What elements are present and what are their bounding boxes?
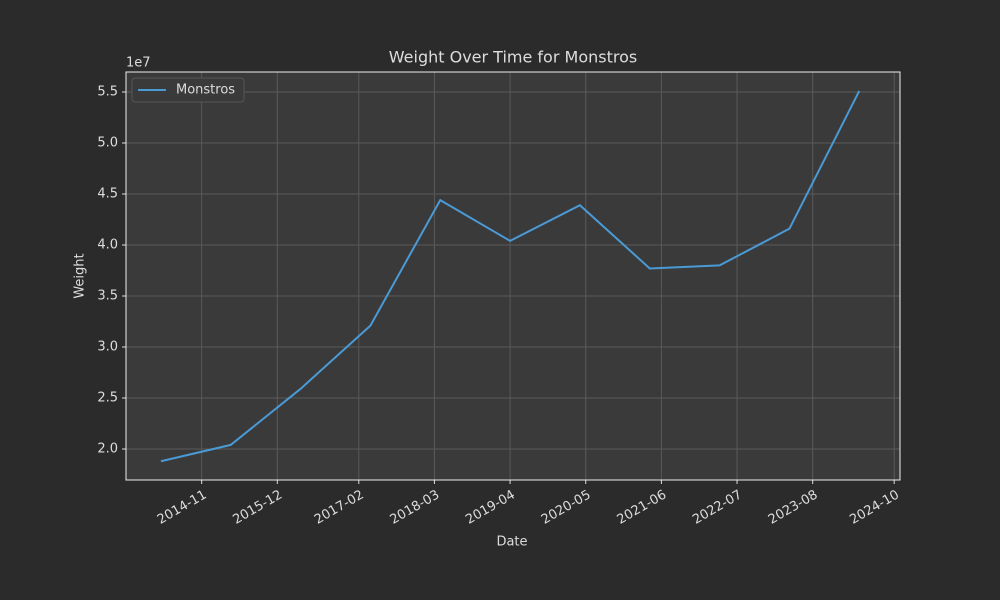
x-axis-label: Date: [496, 535, 527, 550]
y-tick-label: 4.5: [97, 186, 118, 201]
chart-title: Weight Over Time for Monstros: [389, 48, 637, 67]
legend-box: [131, 77, 245, 103]
y-tick-label: 2.0: [97, 441, 118, 456]
y-axis-label: Weight: [73, 253, 88, 298]
plot-frame: [125, 71, 901, 481]
y-tick-label: 3.5: [97, 288, 118, 303]
y-tick-label: 2.5: [97, 390, 118, 405]
series-line: [160, 90, 861, 463]
legend-label: Monstros: [176, 83, 235, 98]
y-tick-label: 5.0: [97, 135, 118, 150]
y-tick-label: 5.5: [97, 84, 118, 99]
plot-area: [126, 72, 900, 480]
y-offset-label: 1e7: [126, 56, 151, 71]
y-tick-label: 4.0: [97, 237, 118, 252]
y-tick-label: 3.0: [97, 339, 118, 354]
